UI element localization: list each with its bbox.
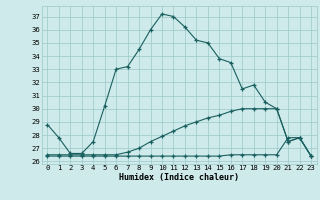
X-axis label: Humidex (Indice chaleur): Humidex (Indice chaleur) — [119, 173, 239, 182]
